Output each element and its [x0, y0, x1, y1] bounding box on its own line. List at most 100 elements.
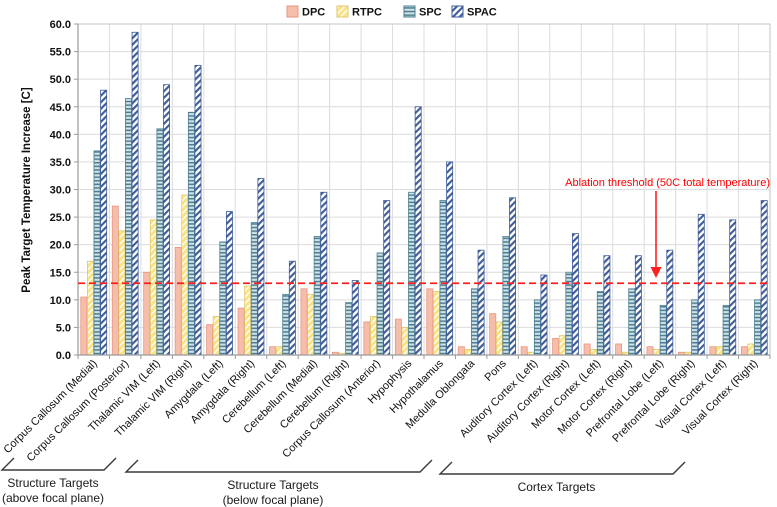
bar-spac-1 [131, 31, 139, 356]
bar-spc-7 [313, 235, 321, 356]
x-axis-labels: Corpus Callosum (Medial)Corpus Callosum … [1, 357, 760, 464]
bracket-line-cortex [438, 461, 686, 475]
axes [74, 23, 771, 359]
bar-rtpc-0 [86, 260, 94, 356]
bar-rtpc-10 [401, 327, 409, 356]
bracket-label: (below focal plane) [223, 493, 324, 507]
bar-dpc-10 [394, 318, 402, 356]
bar-spac-12 [477, 249, 485, 356]
y-tick-label: 50.0 [50, 74, 71, 86]
bar-dpc-17 [615, 343, 623, 356]
bar-rtpc-1 [118, 230, 126, 356]
bar-spac-10 [414, 106, 422, 356]
legend-swatch-rtpc-icon [336, 5, 349, 18]
y-tick-label: 35.0 [50, 157, 71, 169]
bar-dpc-2 [143, 271, 151, 356]
bracket-label: Structure Targets [7, 476, 98, 490]
bracket-label: Structure Targets [227, 478, 318, 492]
bar-dpc-0 [80, 296, 88, 356]
group-brackets: Structure Targets (above focal plane) St… [0, 457, 686, 507]
bar-dpc-12 [457, 346, 465, 356]
legend-label-spac: SPAC [467, 7, 497, 19]
y-tick-label: 30.0 [50, 185, 71, 197]
y-tick-label: 10.0 [50, 295, 71, 307]
y-tick-label: 25.0 [50, 212, 71, 224]
bar-rtpc-16 [590, 349, 598, 356]
bar-spc-3 [187, 111, 195, 356]
bar-rtpc-18 [653, 349, 661, 356]
legend-item-spc: SPC [403, 5, 442, 19]
threshold-arrowhead-icon [650, 267, 662, 278]
bar-spc-20 [722, 304, 730, 356]
bar-spc-14 [533, 299, 541, 356]
y-axis-tick-labels: 0.0 5.0 10.0 15.0 20.0 25.0 30.0 35.0 40.0 45.0 50… [50, 19, 71, 362]
bar-spac-2 [163, 84, 170, 356]
legend-swatch-spac-icon [451, 5, 464, 18]
bar-rtpc-20 [716, 346, 723, 356]
y-tick-label: 20.0 [50, 240, 71, 252]
bar-spc-6 [282, 293, 290, 356]
bar-spac-16 [603, 255, 611, 356]
threshold-label: Ablation threshold (50C total temperatur… [565, 177, 770, 189]
legend-label-rtpc: RTPC [352, 7, 382, 19]
bar-spac-18 [666, 249, 674, 356]
bar-spc-9 [376, 252, 384, 356]
y-tick-label: 55.0 [50, 47, 71, 59]
bar-rtpc-15 [558, 335, 566, 356]
bar-spac-13 [509, 197, 516, 356]
bar-rtpc-4 [212, 315, 220, 356]
y-tick-label: 15.0 [50, 267, 71, 279]
bar-spc-12 [471, 288, 478, 356]
bar-dpc-3 [174, 247, 182, 356]
y-axis-title: Peak Target Temperature Increase [C] [21, 87, 33, 293]
legend-swatch-dpc-icon [286, 5, 299, 18]
bar-spac-21 [760, 200, 768, 356]
legend-item-dpc: DPC [286, 5, 325, 19]
y-tick-label: 5.0 [56, 322, 71, 334]
bracket-line-below-focal [124, 459, 433, 473]
bar-dpc-1 [111, 205, 119, 356]
bar-spac-14 [540, 274, 548, 356]
bar-spc-13 [502, 235, 510, 356]
bar-spac-11 [446, 161, 454, 356]
bracket-label: (above focal plane) [2, 491, 104, 505]
bar-dpc-7 [300, 288, 308, 356]
bar-spac-5 [257, 178, 265, 356]
bar-spac-20 [729, 219, 737, 356]
bar-rtpc-21 [747, 343, 755, 356]
bracket-line-above-focal [0, 457, 117, 471]
bar-spc-16 [596, 291, 604, 356]
bar-spac-6 [288, 260, 296, 356]
bar-dpc-18 [646, 346, 654, 356]
bar-rtpc-11 [432, 291, 440, 356]
bar-spc-15 [565, 271, 573, 356]
legend-swatch-spc-icon [403, 5, 416, 18]
bar-dpc-11 [426, 288, 434, 356]
bar-rtpc-5 [244, 285, 252, 356]
bar-dpc-21 [740, 346, 748, 356]
bar-spc-8 [345, 302, 353, 356]
bar-spc-21 [754, 299, 762, 356]
y-tick-label: 45.0 [50, 102, 71, 114]
bar-rtpc-6 [275, 346, 283, 356]
bar-spac-7 [320, 191, 328, 356]
y-tick-label: 40.0 [50, 129, 71, 141]
legend: DPC RTPC SPC SPAC [286, 5, 497, 19]
bar-spac-19 [697, 213, 705, 356]
bar-dpc-9 [363, 321, 371, 356]
bar-spc-4 [219, 241, 227, 356]
y-tick-label: 60.0 [50, 19, 71, 31]
legend-label-spc: SPC [419, 7, 442, 19]
bar-rtpc-9 [370, 315, 377, 356]
bar-rtpc-7 [307, 293, 315, 356]
bar-spac-17 [634, 255, 642, 356]
bar-dpc-13 [489, 313, 497, 356]
legend-item-rtpc: RTPC [336, 5, 382, 19]
bar-spc-10 [408, 191, 416, 356]
bar-spac-8 [351, 280, 359, 356]
bar-spc-17 [628, 288, 636, 356]
x-category-label: Pons [483, 357, 510, 384]
bar-spc-5 [250, 222, 258, 356]
bar-rtpc-12 [464, 349, 472, 356]
